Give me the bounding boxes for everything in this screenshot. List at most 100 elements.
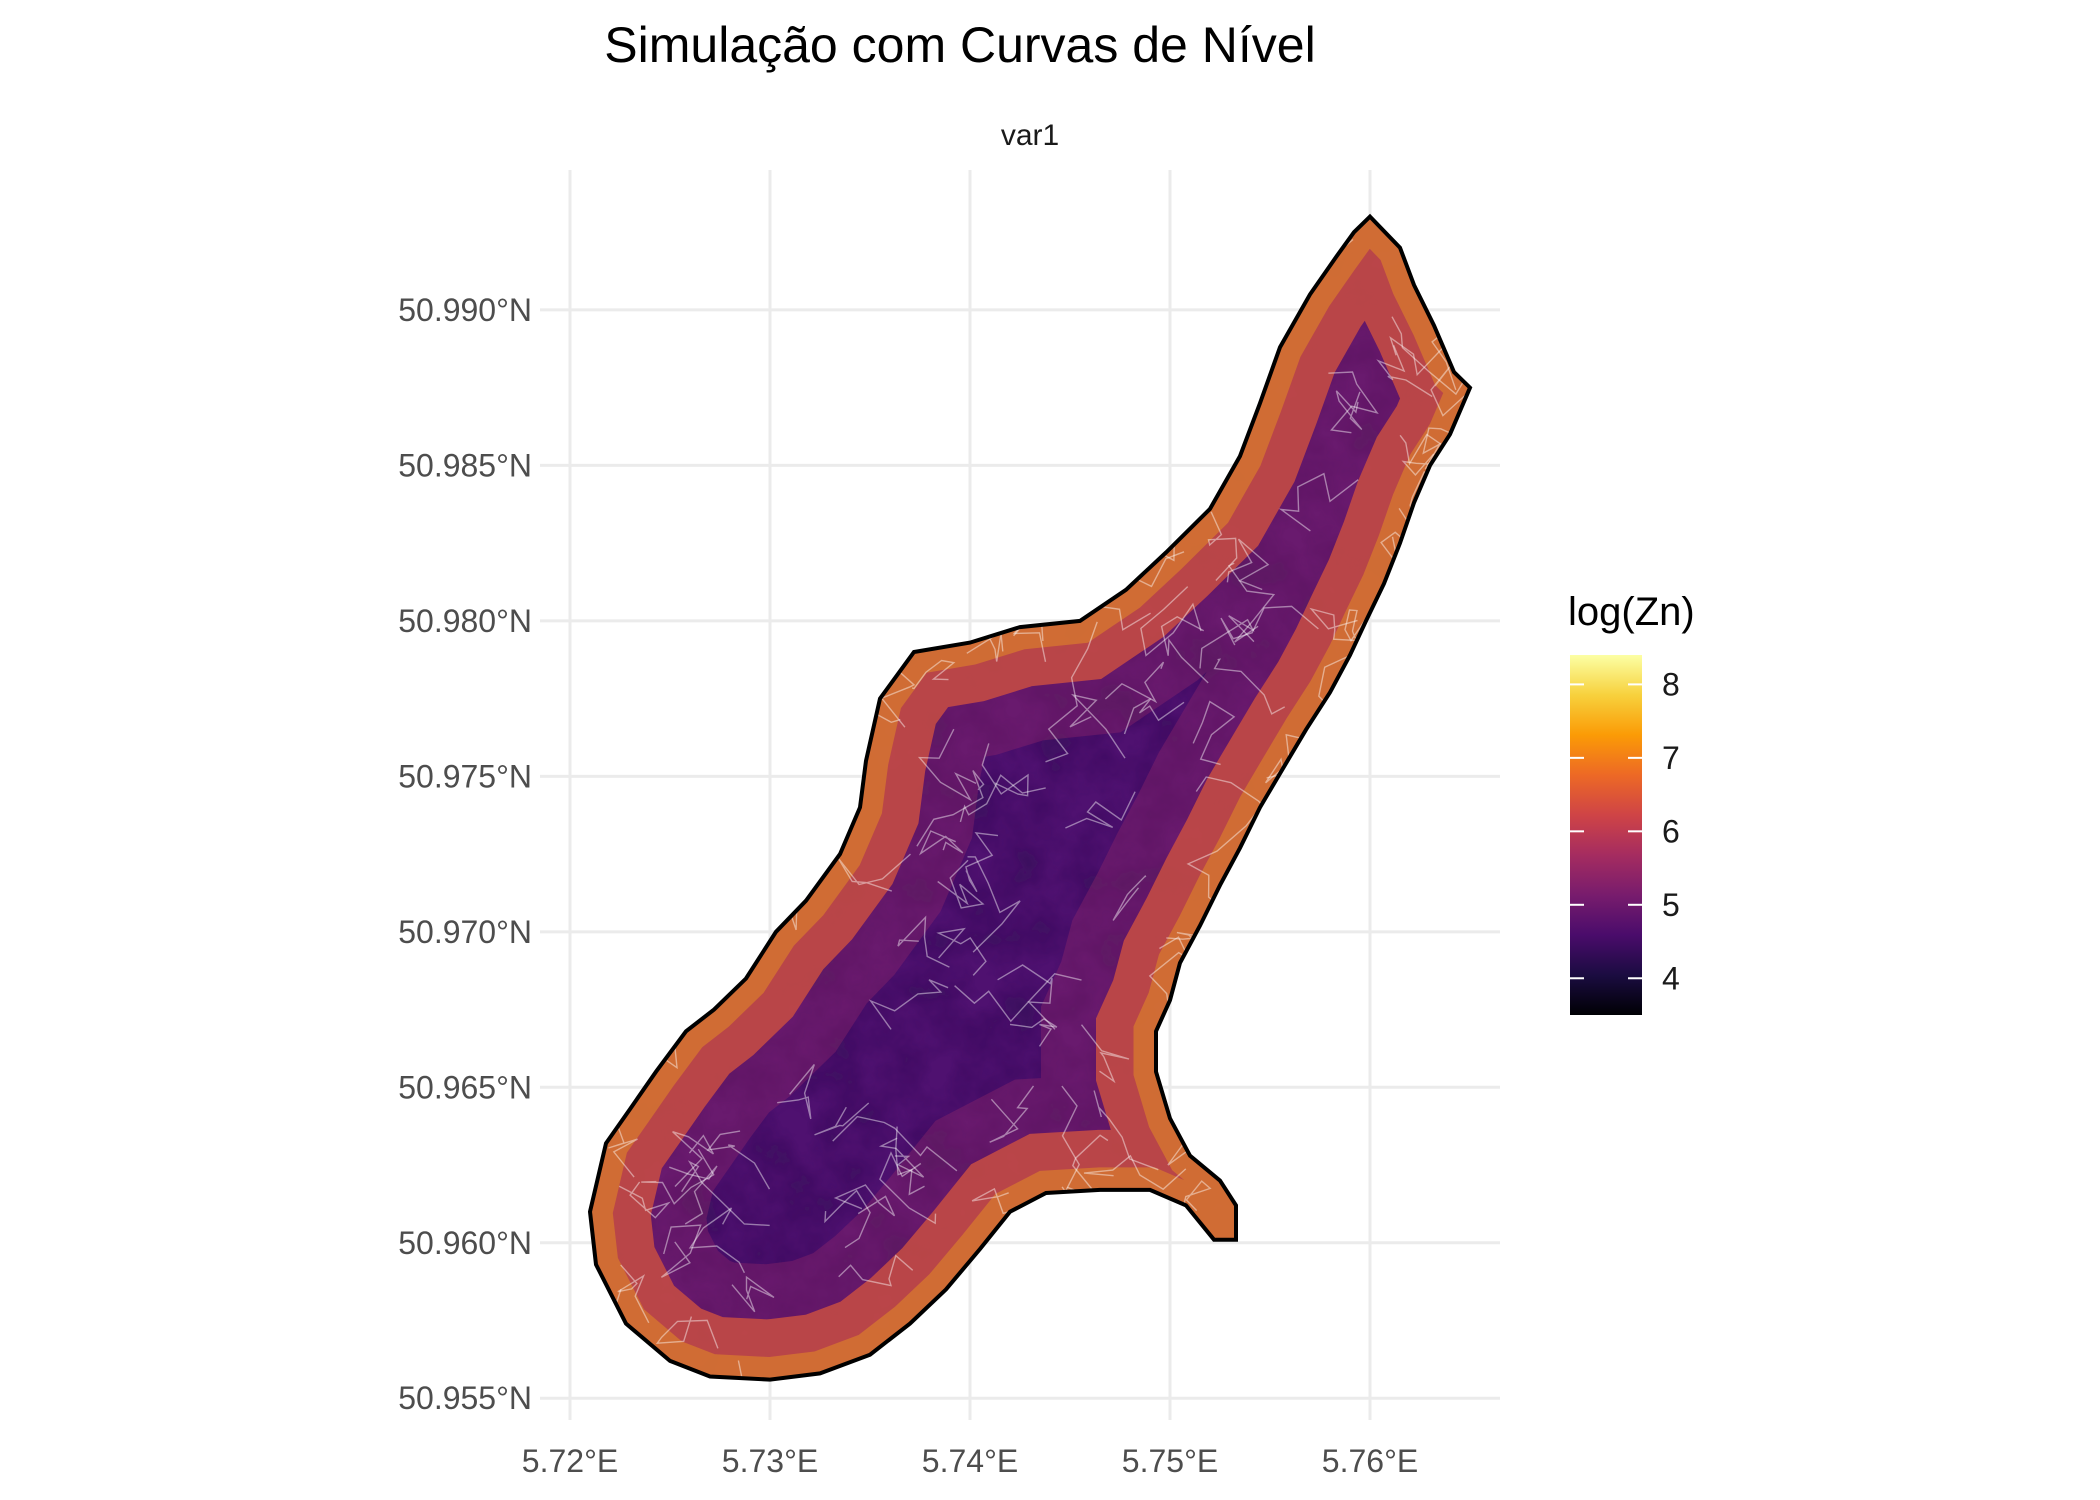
contour-line	[1132, 401, 1185, 445]
contour-line	[1246, 1285, 1300, 1315]
contour-line	[1186, 1271, 1256, 1313]
contour-line	[1227, 562, 1276, 643]
y-tick-label: 50.990°N	[398, 292, 532, 328]
contour-line	[610, 420, 661, 473]
contour-line	[1140, 586, 1202, 657]
contour-line	[856, 257, 906, 294]
contour-line	[669, 1165, 718, 1225]
contour-line	[1266, 994, 1309, 1117]
contour-line	[1410, 946, 1446, 1005]
contour-line	[833, 1184, 896, 1217]
contour-line	[1174, 304, 1224, 361]
contour-line	[993, 1306, 1016, 1337]
contour-line	[790, 436, 846, 490]
contour-line	[967, 856, 1021, 953]
contour-line	[1377, 787, 1411, 835]
x-axis-ticks: 5.72°E 5.73°E 5.74°E 5.75°E 5.76°E	[522, 1443, 1418, 1479]
contour-line	[593, 709, 659, 759]
contour-line	[910, 257, 952, 314]
contour-line	[941, 330, 989, 382]
contour-line	[1409, 954, 1459, 982]
contour-line	[715, 703, 744, 736]
chart-title: Simulação com Curvas de Nível	[604, 17, 1315, 73]
contour-line	[618, 1181, 671, 1219]
contour-line	[824, 1189, 871, 1249]
contour-line	[641, 1148, 715, 1205]
region-boundary	[587, 213, 1473, 1382]
contour-line	[739, 795, 780, 838]
contour-line	[1364, 867, 1428, 904]
y-tick-label: 50.975°N	[398, 758, 532, 794]
contour-line	[1205, 1038, 1246, 1129]
contour-line	[1080, 1024, 1130, 1084]
contour-line	[1207, 511, 1238, 581]
contour-line	[681, 1160, 770, 1227]
contour-line	[593, 449, 637, 491]
contour-line	[1044, 453, 1090, 515]
contour-line	[1213, 1261, 1250, 1309]
contour-line	[922, 474, 953, 505]
contour-line	[655, 1316, 719, 1349]
y-tick-label: 50.980°N	[398, 603, 532, 639]
contour-line	[1065, 791, 1136, 829]
y-axis-ticks: 50.955°N 50.960°N 50.965°N 50.970°N 50.975°N…	[398, 292, 532, 1416]
contour-line	[1040, 435, 1149, 465]
contour-line	[1196, 1263, 1237, 1329]
contour-line	[761, 541, 799, 578]
legend-tick-label: 7	[1662, 740, 1680, 776]
contour-line	[1055, 377, 1094, 418]
contour-line	[1093, 1090, 1159, 1171]
color-legend: log(Zn) 8 7 6 5 4	[1568, 590, 1695, 1015]
contour-line	[833, 421, 871, 455]
contour-line	[1037, 369, 1092, 466]
x-tick-label: 5.76°E	[1322, 1443, 1418, 1479]
y-tick-label: 50.965°N	[398, 1069, 532, 1105]
contour-line	[997, 964, 1056, 1030]
contour-line	[590, 726, 625, 813]
contour-line	[625, 615, 693, 693]
contour-line	[602, 664, 666, 739]
contour-line	[981, 743, 1029, 797]
contour-line	[1069, 693, 1126, 759]
contour-line	[1344, 609, 1368, 643]
contour-line	[628, 352, 712, 405]
contour-line	[1345, 1064, 1390, 1141]
legend-tick-label: 4	[1662, 960, 1680, 996]
contour-line	[689, 534, 747, 588]
legend-tick-label: 6	[1662, 813, 1680, 849]
x-tick-label: 5.75°E	[1122, 1443, 1218, 1479]
legend-tick-label: 8	[1662, 666, 1680, 702]
contour-line	[1025, 408, 1108, 462]
contour-line	[1376, 345, 1433, 398]
contour-line	[918, 830, 964, 856]
contour-line	[696, 438, 746, 465]
contour-line	[612, 638, 677, 688]
contour-line	[1413, 216, 1466, 250]
contour-line	[1297, 853, 1360, 913]
legend-title: log(Zn)	[1568, 590, 1695, 634]
contour-line	[590, 400, 649, 442]
contour-line	[590, 653, 645, 671]
contour-line	[1068, 216, 1117, 272]
contour-line	[590, 698, 627, 746]
contour-line	[1170, 1021, 1211, 1077]
contour-line	[824, 395, 905, 427]
contour-line	[1162, 1037, 1258, 1052]
contour-line	[1009, 1018, 1058, 1047]
contour-line	[895, 1126, 925, 1196]
contour-line	[1133, 364, 1151, 407]
contour-line	[1277, 1343, 1319, 1380]
contour-line	[706, 1130, 771, 1190]
contour-line	[810, 306, 879, 388]
y-tick-label: 50.970°N	[398, 914, 532, 950]
contour-line	[1168, 292, 1221, 332]
contour-line	[1279, 856, 1337, 910]
contour-line	[825, 314, 877, 385]
contour-line	[1365, 1222, 1417, 1278]
contour-line	[1123, 698, 1185, 735]
contour-line	[1283, 1223, 1346, 1285]
x-tick-label: 5.74°E	[922, 1443, 1018, 1479]
contour-line	[1213, 925, 1241, 957]
contour-line	[707, 720, 755, 764]
